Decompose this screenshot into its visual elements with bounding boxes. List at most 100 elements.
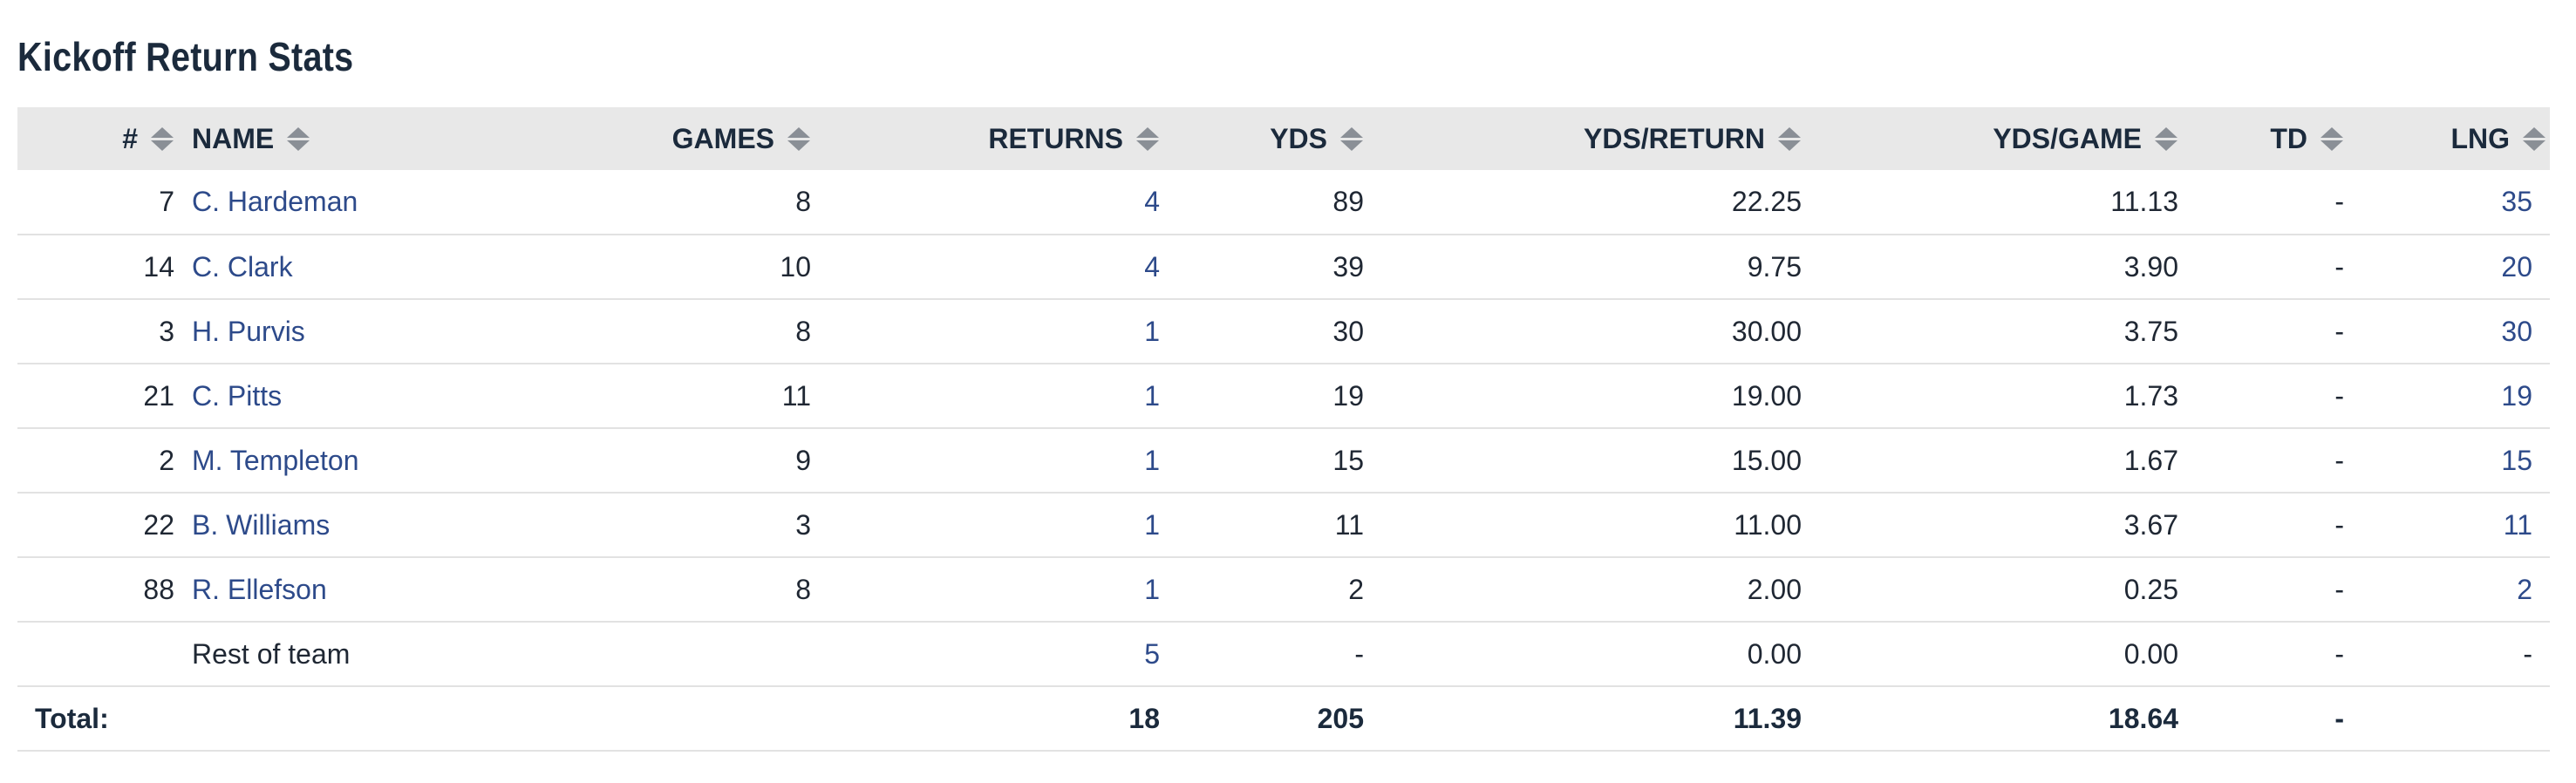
cell-td: - [2334, 508, 2344, 541]
cell-games: 8 [795, 315, 811, 347]
table-row: 22 B. Williams 3 1 11 11.00 3.67 - 11 [17, 493, 2550, 557]
section-title: Kickoff Return Stats [17, 34, 354, 79]
sort-arrows-icon[interactable] [2522, 126, 2546, 152]
cell-games: 9 [795, 444, 811, 476]
sort-arrows-icon[interactable] [787, 126, 811, 152]
sort-arrows-icon[interactable] [286, 126, 310, 152]
player-name-link[interactable]: R. Ellefson [192, 573, 327, 605]
player-name-link[interactable]: M. Templeton [192, 444, 359, 476]
cell-yds: 30 [1332, 315, 1364, 347]
kickoff-return-table: # NAME GAMES RETURNS YDS YDS/RETURN [17, 107, 2550, 752]
player-name-link[interactable]: C. Clark [192, 250, 293, 283]
cell-number: 7 [159, 186, 174, 217]
cell-returns[interactable]: 4 [1144, 186, 1160, 217]
cell-yds: - [1354, 637, 1364, 670]
cell-yds-per-return: 9.75 [1747, 250, 1802, 283]
cell-yds-per-game: 0.25 [2123, 573, 2178, 605]
player-name-link[interactable]: C. Pitts [192, 379, 283, 412]
total-yds: 205 [1317, 702, 1364, 734]
cell-returns[interactable]: 5 [1144, 637, 1160, 670]
column-header-td[interactable]: TD [2178, 107, 2344, 170]
table-row: 88 R. Ellefson 8 1 2 2.00 0.25 - 2 [17, 557, 2550, 622]
cell-games: 10 [780, 250, 811, 283]
sort-arrows-icon[interactable] [150, 126, 174, 152]
cell-games [541, 686, 811, 751]
sort-arrows-icon[interactable] [1135, 126, 1160, 152]
cell-lng [2344, 686, 2550, 751]
cell-yds-per-return: 2.00 [1747, 573, 1802, 605]
column-header-yds[interactable]: YDS [1160, 107, 1364, 170]
cell-yds-per-game: 3.75 [2123, 315, 2178, 347]
player-name-link[interactable]: H. Purvis [192, 315, 305, 347]
sort-arrows-icon[interactable] [2320, 126, 2344, 152]
cell-games: 8 [795, 573, 811, 605]
cell-yds-per-game: 3.90 [2123, 250, 2178, 283]
cell-returns[interactable]: 1 [1144, 315, 1160, 347]
cell-lng[interactable]: 11 [2503, 508, 2532, 541]
table-row-rest-of-team: Rest of team 5 - 0.00 0.00 - - [17, 622, 2550, 686]
cell-lng[interactable]: 2 [2517, 573, 2532, 605]
cell-yds-per-return: 0.00 [1747, 637, 1802, 670]
cell-returns[interactable]: 1 [1144, 444, 1160, 476]
cell-name: Rest of team [192, 637, 351, 670]
cell-td: - [2334, 186, 2344, 217]
cell-games: 11 [781, 379, 811, 412]
cell-number: 22 [143, 508, 174, 541]
cell-td: - [2334, 637, 2344, 670]
column-header-number[interactable]: # [17, 107, 174, 170]
cell-yds-per-game: 11.13 [2110, 186, 2178, 217]
column-header-yds-per-return[interactable]: YDS/RETURN [1364, 107, 1802, 170]
cell-games: 3 [795, 508, 811, 541]
cell-yds: 39 [1332, 250, 1364, 283]
cell-lng[interactable]: 30 [2501, 315, 2532, 347]
cell-td: - [2334, 444, 2344, 476]
cell-td: - [2334, 315, 2344, 347]
cell-lng[interactable]: 35 [2501, 186, 2532, 217]
cell-games: 8 [795, 186, 811, 217]
column-header-name[interactable]: NAME [174, 107, 541, 170]
cell-yds: 15 [1332, 444, 1364, 476]
column-header-lng[interactable]: LNG [2344, 107, 2550, 170]
player-name-link[interactable]: B. Williams [192, 508, 331, 541]
cell-yds-per-return: 15.00 [1731, 444, 1802, 476]
column-header-yds-per-game[interactable]: YDS/GAME [1802, 107, 2178, 170]
cell-number [17, 622, 174, 686]
column-header-games[interactable]: GAMES [541, 107, 811, 170]
cell-number: 3 [159, 315, 174, 347]
cell-yds: 19 [1332, 379, 1364, 412]
cell-lng[interactable]: 20 [2501, 250, 2532, 283]
cell-yds-per-return: 19.00 [1731, 379, 1802, 412]
cell-number: 2 [159, 444, 174, 476]
table-header-row: # NAME GAMES RETURNS YDS YDS/RETURN [17, 107, 2550, 170]
cell-td: - [2334, 379, 2344, 412]
table-body: 7 C. Hardeman 8 4 89 22.25 11.13 - 35 14… [17, 170, 2550, 751]
cell-lng: - [2523, 637, 2532, 670]
cell-returns[interactable]: 1 [1144, 508, 1160, 541]
table-row: 21 C. Pitts 11 1 19 19.00 1.73 - 19 [17, 364, 2550, 428]
cell-yds-per-game: 0.00 [2123, 637, 2178, 670]
cell-lng[interactable]: 15 [2501, 444, 2532, 476]
table-row: 2 M. Templeton 9 1 15 15.00 1.67 - 15 [17, 428, 2550, 493]
player-name-link[interactable]: C. Hardeman [192, 186, 358, 217]
cell-number: 21 [143, 379, 174, 412]
total-yds-per-game: 18.64 [2108, 702, 2178, 734]
cell-yds-per-return: 30.00 [1731, 315, 1802, 347]
total-label: Total: [35, 702, 109, 734]
table-row: 14 C. Clark 10 4 39 9.75 3.90 - 20 [17, 235, 2550, 299]
cell-returns[interactable]: 4 [1144, 250, 1160, 283]
cell-lng[interactable]: 19 [2501, 379, 2532, 412]
total-yds-per-return: 11.39 [1733, 702, 1802, 734]
column-header-returns[interactable]: RETURNS [811, 107, 1160, 170]
cell-yds-per-return: 22.25 [1731, 186, 1802, 217]
sort-arrows-icon[interactable] [1339, 126, 1364, 152]
cell-yds: 11 [1334, 508, 1364, 541]
total-td: - [2334, 702, 2344, 734]
sort-arrows-icon[interactable] [2154, 126, 2178, 152]
cell-yds-per-return: 11.00 [1734, 508, 1802, 541]
cell-td: - [2334, 573, 2344, 605]
cell-yds-per-game: 1.67 [2123, 444, 2178, 476]
cell-returns[interactable]: 1 [1144, 379, 1160, 412]
cell-returns[interactable]: 1 [1144, 573, 1160, 605]
sort-arrows-icon[interactable] [1777, 126, 1802, 152]
cell-yds-per-game: 1.73 [2123, 379, 2178, 412]
